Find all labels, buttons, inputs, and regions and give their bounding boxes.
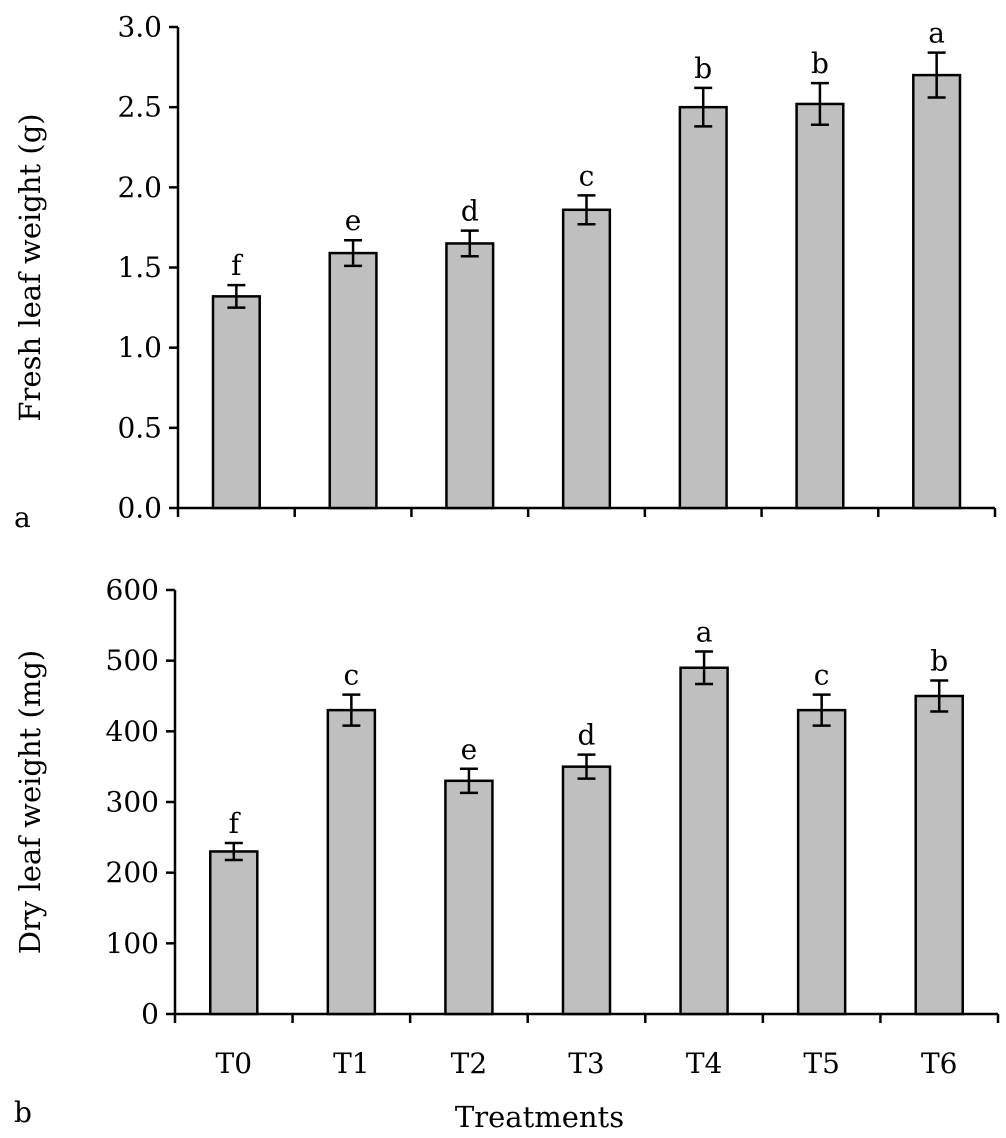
y-axis-title: Fresh leaf weight (g) — [13, 113, 47, 421]
significance-letter: e — [461, 733, 478, 766]
y-tick-label: 200 — [106, 856, 159, 889]
significance-letter: d — [461, 195, 479, 228]
y-tick-label: 1.5 — [117, 251, 162, 284]
y-tick-label: 600 — [106, 574, 159, 607]
x-tick-label: T0 — [216, 1047, 253, 1080]
bar-t6 — [912, 73, 962, 510]
bar-t0 — [209, 850, 259, 1016]
bar-t3 — [561, 765, 612, 1016]
bar-t2 — [444, 779, 494, 1016]
y-tick-label: 0.5 — [117, 411, 162, 444]
y-tick-label: 500 — [106, 644, 159, 677]
x-tick-label: T1 — [333, 1047, 370, 1080]
significance-letter: d — [578, 719, 596, 752]
x-axis-title: Treatments — [455, 1100, 624, 1134]
significance-letter: a — [928, 17, 945, 50]
significance-letter: c — [344, 659, 360, 692]
bar-t1 — [326, 708, 377, 1016]
significance-letter: f — [231, 249, 244, 282]
y-tick-label: 1.0 — [117, 331, 162, 364]
significance-letter: c — [814, 659, 830, 692]
bar-t0 — [211, 295, 261, 510]
panel-label: a — [14, 501, 31, 534]
bar-t6 — [914, 694, 964, 1016]
x-tick-label: T3 — [568, 1047, 605, 1080]
significance-letter: e — [345, 204, 362, 237]
panel-label: b — [14, 1096, 32, 1129]
significance-letter: b — [694, 52, 712, 85]
x-tick-label: T2 — [451, 1047, 488, 1080]
y-tick-label: 0 — [141, 998, 159, 1031]
bar-t1 — [328, 251, 378, 510]
bar-t3 — [561, 208, 612, 510]
significance-letter: f — [229, 807, 242, 840]
significance-letter: c — [579, 159, 595, 192]
y-tick-label: 100 — [106, 927, 159, 960]
y-tick-label: 2.5 — [117, 91, 162, 124]
y-tick-label: 400 — [106, 715, 159, 748]
x-tick-label: T6 — [921, 1047, 958, 1080]
chart-panel-b: 0 100 200 300 400 500 600 f T0 c T1 e T2 d T3 a T4 c T5 b T6… — [13, 574, 1000, 1134]
x-tick-label: T5 — [803, 1047, 840, 1080]
x-tick-label: T4 — [686, 1047, 723, 1080]
bar-t5 — [796, 708, 847, 1016]
bar-t5 — [795, 102, 845, 510]
significance-letter: b — [930, 644, 948, 677]
bar-t4 — [678, 105, 728, 510]
y-tick-label: 2.0 — [117, 171, 162, 204]
y-tick-label: 300 — [106, 786, 159, 819]
significance-letter: b — [811, 47, 829, 80]
bar-t2 — [445, 242, 495, 510]
bar-t4 — [679, 666, 729, 1016]
y-axis-title: Dry leaf weight (mg) — [13, 650, 47, 954]
significance-letter: a — [696, 615, 713, 648]
chart-panel-a: 0.0 0.5 1.0 1.5 2.0 2.5 3.0 f e d c b b a Fresh leaf w… — [13, 11, 997, 534]
y-tick-label: 3.0 — [117, 11, 162, 44]
y-tick-label: 0.0 — [117, 492, 162, 525]
